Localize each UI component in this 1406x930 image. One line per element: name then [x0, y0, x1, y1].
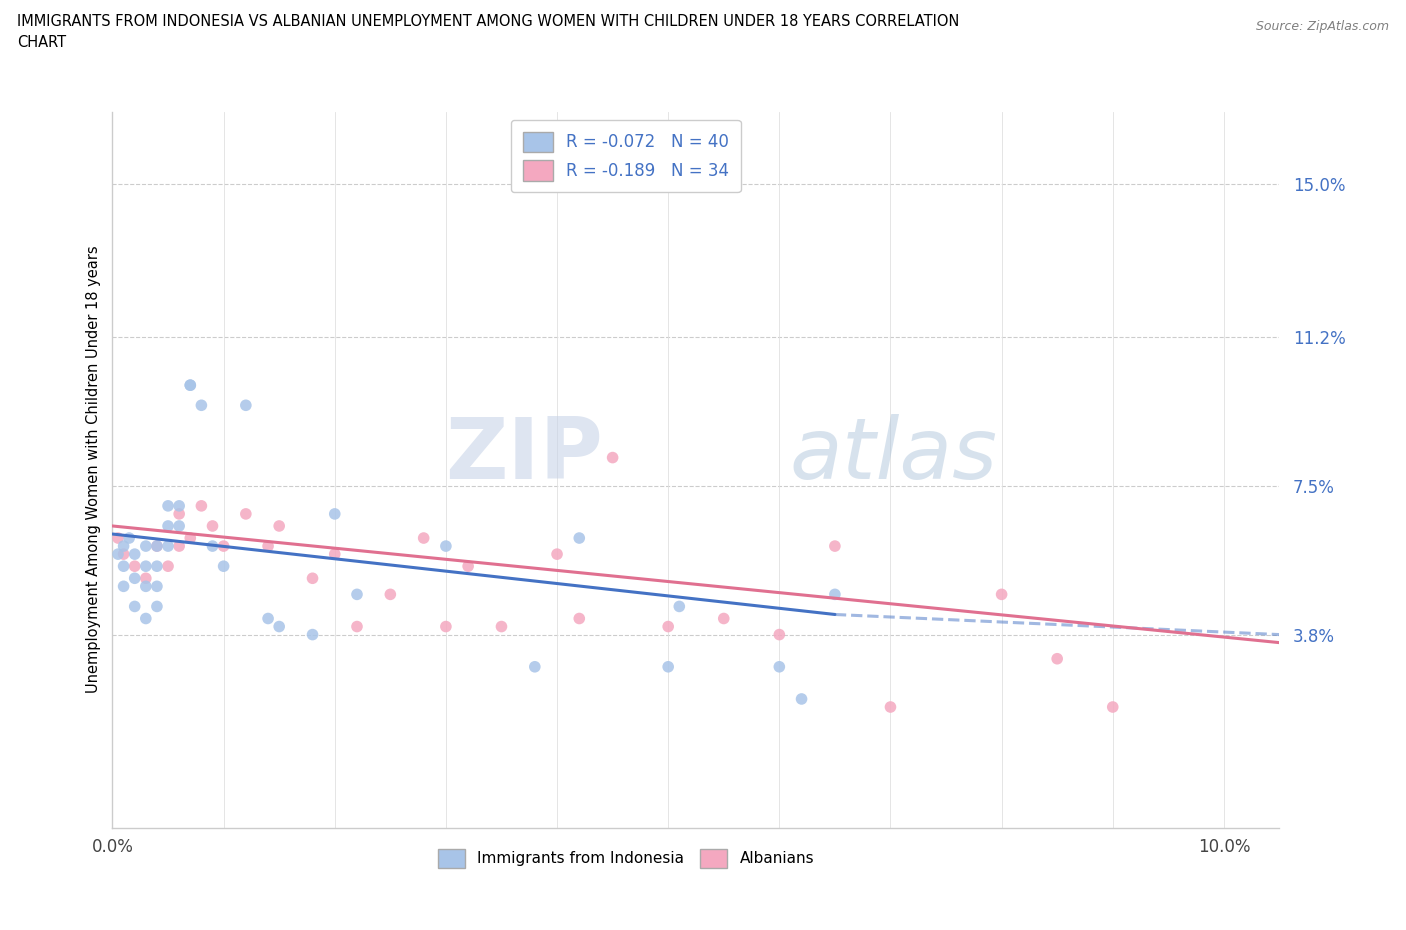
Point: [824, 587, 846, 602]
Point: [124, 547, 146, 562]
Point: [434, 619, 457, 634]
Point: [768, 627, 790, 642]
Point: [412, 531, 434, 546]
Point: [523, 659, 546, 674]
Point: [112, 578, 135, 593]
Point: [179, 378, 201, 392]
Point: [146, 559, 169, 574]
Point: [323, 507, 346, 522]
Point: [112, 538, 135, 553]
Point: [146, 578, 169, 593]
Point: [167, 519, 190, 534]
Point: [346, 619, 368, 634]
Point: [201, 538, 224, 553]
Point: [257, 538, 280, 553]
Point: [146, 538, 169, 553]
Point: [190, 498, 212, 513]
Point: [713, 611, 735, 626]
Point: [157, 559, 180, 574]
Point: [434, 538, 457, 553]
Point: [124, 559, 146, 574]
Point: [112, 547, 135, 562]
Text: ZIP: ZIP: [444, 414, 603, 497]
Point: [157, 538, 180, 553]
Point: [118, 531, 141, 546]
Point: [568, 611, 591, 626]
Point: [790, 692, 813, 707]
Point: [167, 507, 190, 522]
Point: [491, 619, 513, 634]
Point: [135, 578, 157, 593]
Point: [1046, 651, 1069, 666]
Text: Source: ZipAtlas.com: Source: ZipAtlas.com: [1256, 20, 1389, 33]
Point: [112, 559, 135, 574]
Point: [457, 559, 479, 574]
Point: [346, 587, 368, 602]
Point: [135, 571, 157, 586]
Point: [124, 571, 146, 586]
Point: [269, 519, 291, 534]
Point: [235, 507, 257, 522]
Point: [323, 547, 346, 562]
Point: [179, 531, 201, 546]
Point: [824, 538, 846, 553]
Point: [879, 699, 901, 714]
Text: CHART: CHART: [17, 35, 66, 50]
Point: [167, 498, 190, 513]
Point: [657, 619, 679, 634]
Point: [668, 599, 690, 614]
Text: IMMIGRANTS FROM INDONESIA VS ALBANIAN UNEMPLOYMENT AMONG WOMEN WITH CHILDREN UND: IMMIGRANTS FROM INDONESIA VS ALBANIAN UN…: [17, 14, 959, 29]
Point: [157, 519, 180, 534]
Point: [235, 398, 257, 413]
Point: [190, 398, 212, 413]
Point: [568, 531, 591, 546]
Point: [107, 531, 129, 546]
Point: [212, 559, 235, 574]
Point: [269, 619, 291, 634]
Point: [146, 599, 169, 614]
Point: [768, 659, 790, 674]
Point: [301, 627, 323, 642]
Point: [167, 538, 190, 553]
Point: [179, 378, 201, 392]
Y-axis label: Unemployment Among Women with Children Under 18 years: Unemployment Among Women with Children U…: [86, 246, 101, 694]
Point: [380, 587, 402, 602]
Point: [657, 659, 679, 674]
Point: [301, 571, 323, 586]
Point: [157, 498, 180, 513]
Point: [135, 611, 157, 626]
Point: [201, 519, 224, 534]
Point: [124, 599, 146, 614]
Point: [546, 547, 568, 562]
Text: atlas: atlas: [789, 414, 997, 497]
Point: [212, 538, 235, 553]
Point: [135, 559, 157, 574]
Point: [990, 587, 1012, 602]
Point: [135, 538, 157, 553]
Point: [146, 538, 169, 553]
Legend: Immigrants from Indonesia, Albanians: Immigrants from Indonesia, Albanians: [432, 843, 820, 874]
Point: [602, 450, 624, 465]
Point: [1101, 699, 1123, 714]
Point: [257, 611, 280, 626]
Point: [107, 547, 129, 562]
